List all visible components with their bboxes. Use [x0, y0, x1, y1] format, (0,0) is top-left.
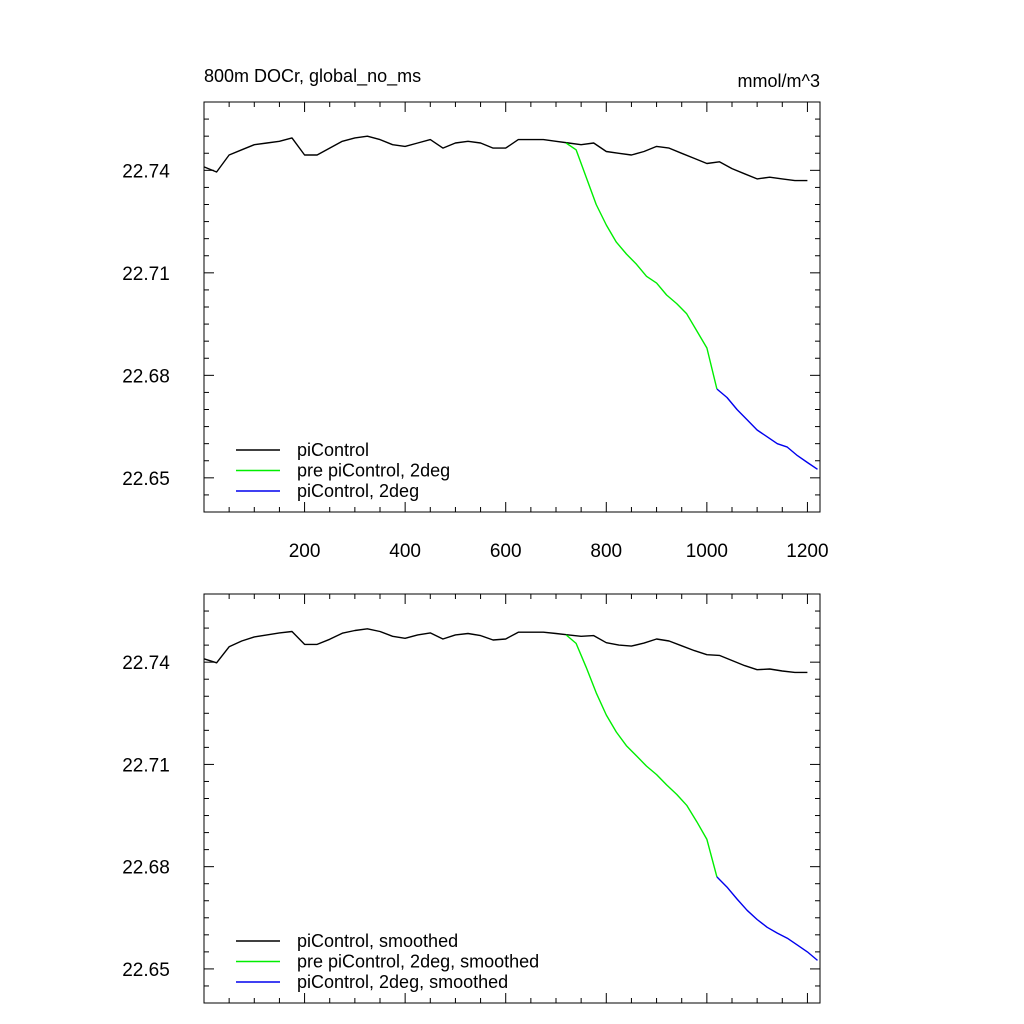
bottom-legend-label-2: piControl, 2deg, smoothed	[297, 972, 508, 992]
bottom-series-line-1	[565, 634, 718, 878]
bottom-series-line-2	[716, 876, 818, 961]
bottom-legend-label-1: pre piControl, 2deg, smoothed	[297, 952, 539, 972]
top-ytick-label: 22.68	[122, 366, 170, 387]
top-title-left: 800m DOCr, global_no_ms	[204, 66, 421, 87]
top-xtick-label: 1200	[786, 541, 828, 562]
bottom-legend-label-0: piControl, smoothed	[297, 931, 458, 951]
top-title-right: mmol/m^3	[738, 71, 820, 91]
top-xtick-label: 1000	[686, 541, 728, 562]
top-legend-label-2: piControl, 2deg	[297, 481, 419, 501]
top-plot-area: 200 400 600 800 1000 1200 22.65 22.68 22.71 22.74…	[122, 101, 829, 562]
top-xtick-label: 600	[490, 541, 522, 562]
top-xtick-label: 200	[289, 541, 321, 562]
top-ytick-label: 22.74	[122, 161, 170, 182]
bottom-ytick-label: 22.68	[122, 858, 170, 879]
top-series-line-2	[716, 388, 818, 470]
top-xtick-label: 800	[590, 541, 622, 562]
top-legend-label-0: piControl	[297, 440, 369, 460]
bottom-ytick-label: 22.74	[122, 653, 170, 674]
top-ytick-label: 22.71	[122, 264, 170, 285]
bottom-ytick-label: 22.71	[122, 755, 170, 776]
panel-top: 800m DOCr, global_no_ms mmol/m^3 200 400 6…	[122, 66, 828, 562]
top-series-line-1	[565, 142, 718, 390]
top-xtick-label: 400	[389, 541, 421, 562]
bottom-ytick-label: 22.65	[122, 960, 170, 981]
top-legend-label-1: pre piControl, 2deg	[297, 461, 450, 481]
bottom-series-line-0	[203, 628, 808, 674]
top-ytick-label: 22.65	[122, 469, 170, 490]
top-series-line-0	[203, 135, 808, 182]
